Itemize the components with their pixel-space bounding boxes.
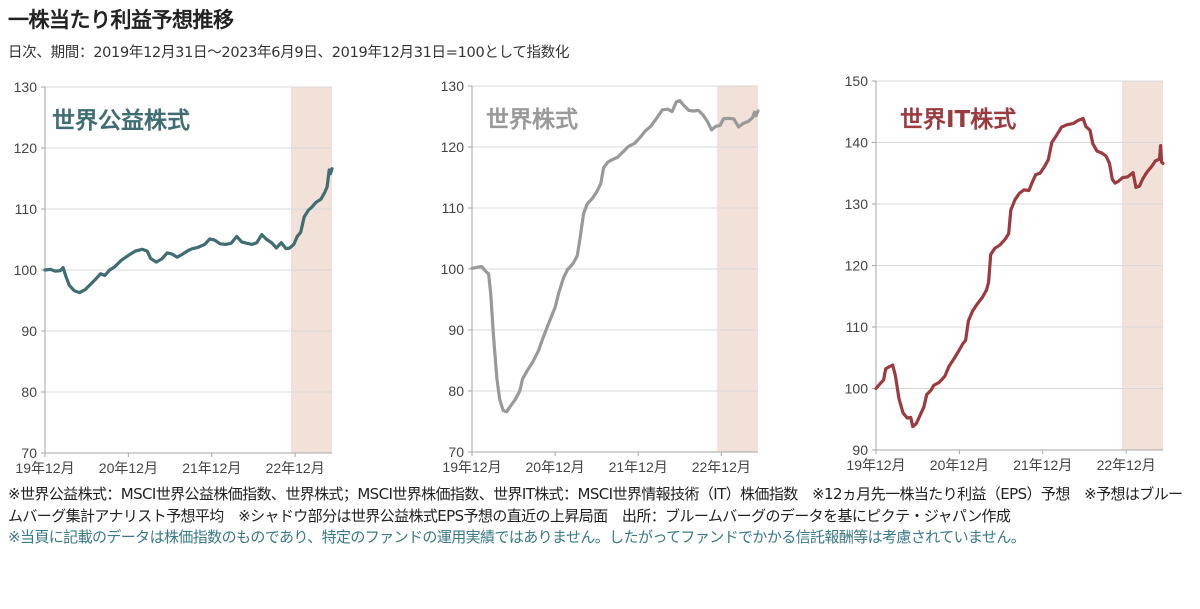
charts-area: 70 80 90 100 110 120 130 19年12月 20年12月 21年12月 22年1…	[14, 73, 1165, 476]
chart-world-equity: 70 80 90 100 110 120 130 19年12月 20年12月 21年12月 22年1…	[441, 78, 760, 475]
x-tick-label: 20年12月	[930, 457, 989, 473]
source-notes: ※世界公益株式：MSCI世界公益株価指数、世界株式；MSCI世界株価指数、世界I…	[8, 485, 1183, 525]
chart-it-equity: 90 100 110 120 130 140 150 19年12月 20年12月 21年12月 22…	[845, 73, 1165, 473]
disclaimer-note: ※当頁に記載のデータは株価指数のものであり、特定のファンドの運用実績ではありませ…	[8, 528, 1026, 546]
page-title: 一株当たり利益予想推移	[8, 8, 234, 32]
x-tick-label: 19年12月	[15, 460, 74, 476]
x-tick-label: 22年12月	[266, 460, 325, 476]
y-tick-label: 90	[21, 323, 37, 339]
y-tick-label: 150	[845, 73, 869, 89]
y-tick-label: 70	[21, 445, 37, 461]
series-label: 世界公益株式	[52, 107, 190, 134]
x-tick-label: 19年12月	[846, 457, 905, 473]
y-tick-label: 130	[845, 196, 869, 212]
y-tick-label: 120	[845, 258, 869, 274]
series-line-world-equity	[470, 99, 760, 414]
y-tick-label: 110	[15, 201, 38, 217]
y-tick-label: 120	[14, 140, 38, 156]
x-tick-label: 21年12月	[182, 460, 241, 476]
y-tick-label: 100	[441, 261, 465, 277]
y-tick-label: 130	[14, 79, 38, 95]
y-tick-label: 70	[448, 444, 464, 460]
page-subtitle: 日次、期間：2019年12月31日～2023年6月9日、2019年12月31日=…	[8, 45, 570, 61]
x-tick-label: 20年12月	[526, 459, 585, 475]
x-tick-label: 22年12月	[692, 459, 751, 475]
y-tick-label: 80	[21, 384, 37, 400]
x-tick-label: 19年12月	[442, 459, 501, 475]
series-label: 世界IT株式	[900, 107, 1016, 133]
x-tick-label: 21年12月	[1013, 457, 1072, 473]
y-tick-label: 110	[442, 200, 465, 216]
x-tick-label: 22年12月	[1097, 457, 1156, 473]
x-tick-label: 21年12月	[609, 459, 668, 475]
y-tick-label: 110	[846, 319, 869, 335]
series-line-utility-equity	[43, 167, 334, 295]
y-tick-label: 90	[852, 442, 868, 458]
footnotes: ※世界公益株式：MSCI世界公益株価指数、世界株式；MSCI世界株価指数、世界I…	[8, 484, 1193, 549]
y-tick-label: 100	[845, 381, 869, 397]
x-tick-label: 20年12月	[99, 460, 158, 476]
y-tick-label: 100	[14, 262, 38, 278]
series-label: 世界株式	[486, 107, 578, 133]
series-line-it-equity	[874, 116, 1165, 429]
y-tick-label: 80	[448, 383, 464, 399]
y-tick-label: 90	[448, 322, 464, 338]
y-tick-label: 140	[845, 135, 869, 151]
chart-utility-equity: 70 80 90 100 110 120 130 19年12月 20年12月 21年12月 22年1…	[14, 79, 334, 476]
y-tick-label: 120	[441, 139, 465, 155]
y-tick-label: 130	[441, 78, 465, 94]
